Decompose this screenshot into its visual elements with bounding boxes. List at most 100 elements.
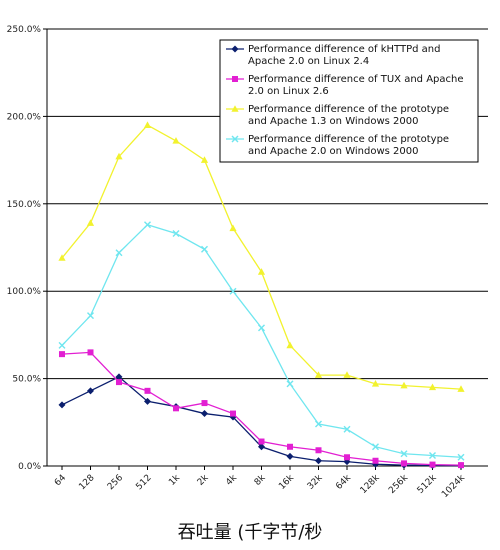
data-point <box>429 452 436 460</box>
data-point <box>258 443 265 451</box>
data-point <box>229 224 237 232</box>
legend-box <box>219 39 479 163</box>
legend: Performance difference of kHTTPd andApac… <box>219 39 479 163</box>
series-2 <box>59 349 464 469</box>
y-tick-label: 150.0% <box>7 200 42 210</box>
x-tick-label: 8k <box>253 473 268 488</box>
data-point-stroke <box>372 443 379 451</box>
legend-item-4: Performance difference of the prototypea… <box>226 134 449 157</box>
data-point <box>287 443 293 450</box>
x-tick-label: 64 <box>53 473 68 488</box>
legend-item-3: Performance difference of the prototypea… <box>226 104 449 127</box>
data-point <box>230 410 236 417</box>
data-point <box>401 460 407 467</box>
data-point <box>231 135 239 143</box>
y-tick-label: 100.0% <box>7 287 42 297</box>
data-point <box>315 457 322 465</box>
data-point-stroke <box>400 450 408 458</box>
data-point <box>457 453 465 461</box>
data-point-stroke <box>172 230 180 238</box>
data-point <box>232 76 238 82</box>
data-point <box>201 410 208 418</box>
data-point-stroke <box>201 245 208 253</box>
legend-item-1: Performance difference of kHTTPd andApac… <box>226 44 440 67</box>
data-point <box>371 380 380 387</box>
data-point <box>172 230 180 238</box>
data-point <box>372 443 379 451</box>
data-point <box>144 387 151 394</box>
data-point <box>87 387 94 395</box>
series-line <box>61 376 462 467</box>
y-tick-label: 200.0% <box>7 112 42 122</box>
data-point <box>257 268 266 275</box>
legend-label: Performance difference of the prototype <box>248 134 449 145</box>
data-point <box>200 156 209 163</box>
x-tick-label: 64k <box>334 472 353 491</box>
legend-label: and Apache 1.3 on Windows 2000 <box>248 116 418 127</box>
data-point-stroke <box>258 324 265 332</box>
data-point <box>343 425 351 433</box>
data-point <box>115 152 123 160</box>
data-point <box>343 371 351 378</box>
data-point <box>58 341 66 349</box>
x-tick-label: 1024k <box>440 472 468 500</box>
data-point <box>201 245 208 253</box>
legend-item-2: Performance difference of TUX and Apache… <box>226 74 464 97</box>
legend-label: Apache 2.0 on Linux 2.4 <box>248 56 369 67</box>
x-tick-label: 1k <box>167 473 182 488</box>
x-axis-label: 吞吐量 (千字节/秒 <box>177 522 323 543</box>
data-point <box>258 438 265 445</box>
data-point <box>115 249 123 257</box>
data-point <box>400 381 408 389</box>
data-point <box>229 287 237 295</box>
y-tick-label: 0.0% <box>18 462 41 472</box>
data-point <box>173 405 179 412</box>
series-4 <box>58 221 465 461</box>
data-point <box>144 397 151 405</box>
data-point <box>314 371 323 378</box>
data-point <box>144 221 151 229</box>
series-line <box>61 124 462 390</box>
data-point <box>201 400 208 407</box>
data-point-stroke <box>457 453 465 461</box>
data-point <box>116 379 122 386</box>
x-tick-labels: 64 128 256 512 1k 2k 4k 8k 16k 32k 64k 128k 256k 512k… <box>53 472 468 500</box>
data-point-stroke <box>315 420 322 428</box>
y-tick-label: 50.0% <box>12 375 41 385</box>
x-tick-label: 4k <box>224 473 239 488</box>
data-point <box>143 121 152 128</box>
data-point-stroke <box>231 135 239 143</box>
data-point <box>258 324 265 332</box>
data-point <box>458 462 464 469</box>
data-point-stroke <box>229 287 237 295</box>
data-point <box>58 254 66 261</box>
data-point-stroke <box>87 312 94 320</box>
x-tick-label: 512k <box>416 472 439 495</box>
data-point <box>172 137 180 144</box>
x-tick-label: 16k <box>277 472 296 491</box>
data-point <box>315 420 322 428</box>
data-point <box>115 373 123 381</box>
legend-label: and Apache 2.0 on Windows 2000 <box>248 146 418 157</box>
data-point <box>86 219 95 226</box>
data-point <box>400 450 408 458</box>
axes <box>43 28 488 470</box>
data-point <box>59 351 65 358</box>
data-point <box>87 349 94 356</box>
x-tick-label: 2k <box>196 473 211 488</box>
legend-label: Performance difference of kHTTPd and <box>248 44 440 55</box>
data-point <box>428 383 437 391</box>
data-point <box>429 461 436 468</box>
x-tick-label: 128k <box>359 472 382 495</box>
data-point <box>372 457 379 464</box>
data-point <box>286 452 294 460</box>
y-tick-labels: 0.0% 50.0% 100.0% 150.0% 200.0% 250.0% <box>7 25 42 472</box>
legend-label: 2.0 on Linux 2.6 <box>248 86 329 97</box>
data-point <box>286 341 294 349</box>
series-3 <box>58 121 465 392</box>
data-point-stroke <box>115 249 123 257</box>
data-point <box>87 312 94 320</box>
data-point <box>344 454 350 461</box>
x-tick-label: 128 <box>77 473 96 492</box>
